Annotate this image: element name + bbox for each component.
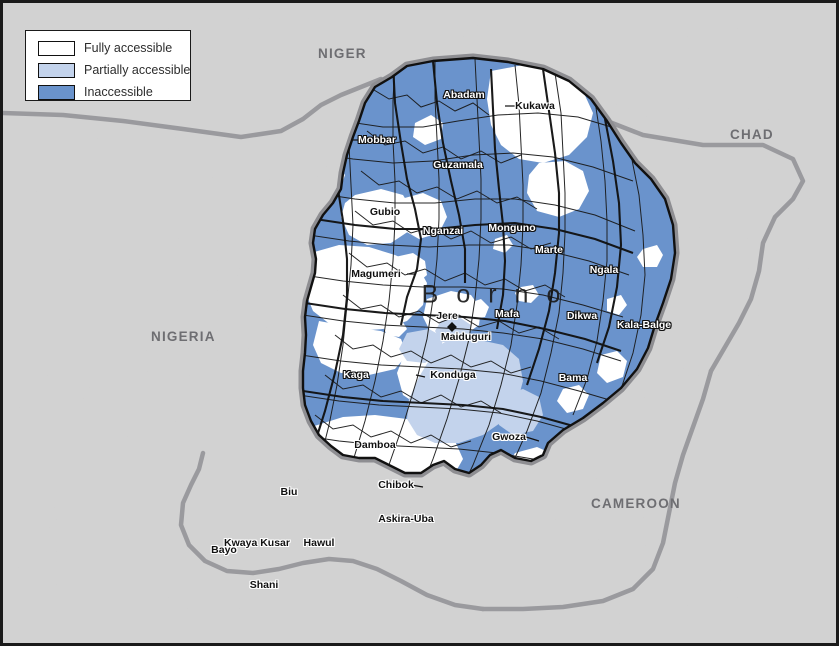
lga-label-kala-balge: Kala-Balge	[616, 318, 672, 331]
country-label-nigeria: NIGERIA	[151, 329, 216, 344]
legend-swatch-inaccessible	[38, 85, 75, 100]
lga-label-kwaya-kusar: Kwaya Kusar	[224, 536, 290, 549]
legend-swatch-fully	[38, 41, 75, 56]
legend-swatch-partial	[38, 63, 75, 78]
lga-label-chibok: Chibok	[378, 478, 414, 491]
legend-label-partial: Partially accessible	[84, 63, 191, 78]
lga-label-bama: Bama	[558, 371, 588, 384]
country-label-niger: NIGER	[318, 46, 367, 61]
lga-label-marte: Marte	[534, 243, 564, 256]
lga-label-mafa: Mafa	[495, 307, 519, 320]
state-name-borno: Borno	[421, 280, 579, 309]
lga-label-hawul: Hawul	[303, 536, 335, 549]
lga-label-nganzai: Nganzai	[422, 224, 464, 237]
lga-label-askira-uba: Askira-Uba	[378, 512, 434, 525]
country-boundaries	[3, 76, 806, 612]
lga-label-shani: Shani	[249, 578, 279, 591]
legend-item-inaccessible: Inaccessible	[38, 82, 190, 103]
legend-label-inaccessible: Inaccessible	[84, 85, 153, 100]
lga-label-biu: Biu	[280, 485, 298, 498]
lga-label-abadam: Abadam	[443, 88, 485, 101]
lga-label-jere: Jere	[436, 309, 458, 322]
lga-label-dikwa: Dikwa	[566, 309, 598, 322]
lga-label-gubio: Gubio	[369, 205, 401, 218]
lga-label-ngala: Ngala	[589, 263, 619, 276]
state-outline-borno	[301, 56, 677, 475]
lga-label-magumeri: Magumeri	[351, 267, 401, 280]
lga-label-kukawa: Kukawa	[515, 99, 555, 112]
legend-label-fully: Fully accessible	[84, 41, 173, 56]
legend-item-partial: Partially accessible	[38, 60, 190, 81]
lga-label-gwoza: Gwoza	[492, 430, 526, 443]
legend-item-fully: Fully accessible	[38, 38, 190, 59]
label-leader-lines	[351, 105, 540, 488]
map-legend: Fully accessible Partially accessible In…	[25, 30, 191, 101]
country-label-cameroon: CAMEROON	[591, 496, 681, 511]
lga-label-bayo: Bayo	[211, 543, 237, 556]
lga-label-guzamala: Guzamala	[433, 158, 483, 171]
lga-label-kaga: Kaga	[343, 368, 369, 381]
lga-label-monguno: Monguno	[488, 221, 536, 234]
map-canvas	[3, 3, 836, 643]
lga-label-mobbar: Mobbar	[358, 133, 396, 146]
lga-label-maiduguri: Maiduguri	[440, 330, 492, 343]
lga-label-damboa: Damboa	[354, 438, 396, 451]
lga-label-konduga: Konduga	[430, 368, 476, 381]
country-label-chad: CHAD	[730, 127, 774, 142]
